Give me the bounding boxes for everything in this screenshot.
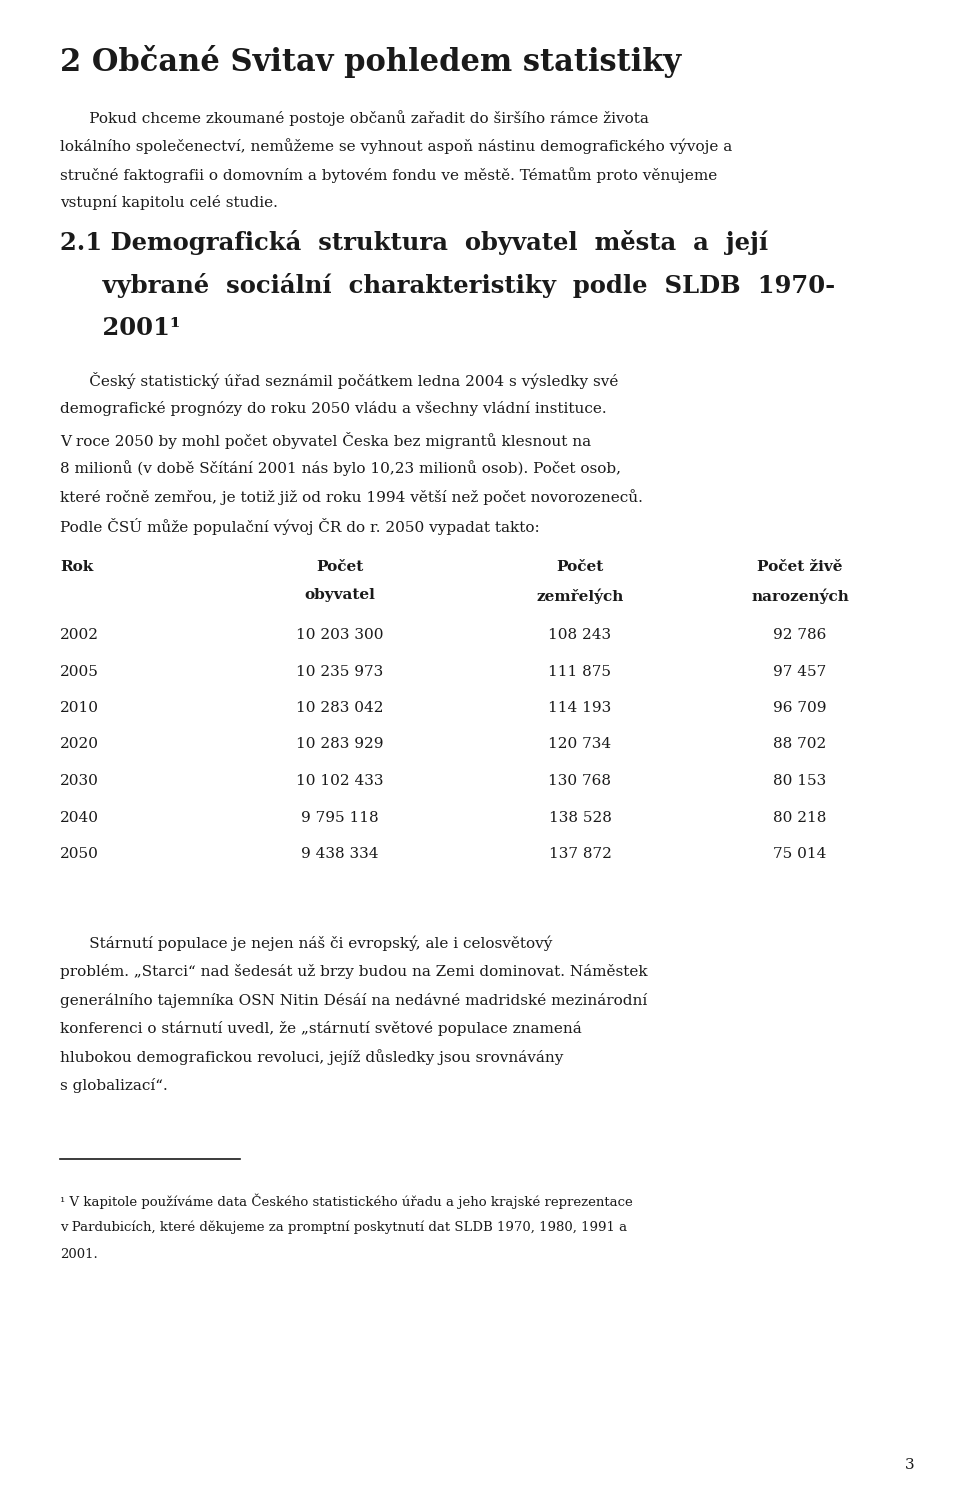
Text: které ročně zemřou, je totiž již od roku 1994 větší než počet novorozeneců.: které ročně zemřou, je totiž již od roku… — [60, 489, 643, 504]
Text: 130 768: 130 768 — [548, 773, 612, 788]
Text: Český statistický úřad seznámil počátkem ledna 2004 s výsledky své: Český statistický úřad seznámil počátkem… — [60, 373, 618, 389]
Text: 75 014: 75 014 — [774, 847, 827, 862]
Text: 2005: 2005 — [60, 664, 99, 679]
Text: ¹ V kapitole používáme data Českého statistického úřadu a jeho krajské reprezent: ¹ V kapitole používáme data Českého stat… — [60, 1194, 633, 1209]
Text: 2 Občané Svitav pohledem statistiky: 2 Občané Svitav pohledem statistiky — [60, 45, 682, 78]
Text: 10 283 042: 10 283 042 — [297, 702, 384, 715]
Text: hlubokou demografickou revoluci, jejíž důsledky jsou srovnávány: hlubokou demografickou revoluci, jejíž d… — [60, 1050, 564, 1065]
Text: 10 235 973: 10 235 973 — [297, 664, 384, 679]
Text: 2002: 2002 — [60, 628, 99, 642]
Text: 120 734: 120 734 — [548, 738, 612, 751]
Text: 9 795 118: 9 795 118 — [301, 811, 379, 824]
Text: Počet: Počet — [317, 560, 364, 574]
Text: 8 milionů (v době Sčítání 2001 nás bylo 10,23 milionů osob). Počet osob,: 8 milionů (v době Sčítání 2001 nás bylo … — [60, 461, 621, 476]
Text: 138 528: 138 528 — [548, 811, 612, 824]
Text: 10 102 433: 10 102 433 — [297, 773, 384, 788]
Text: V roce 2050 by mohl počet obyvatel Česka bez migrantů klesnout na: V roce 2050 by mohl počet obyvatel Česka… — [60, 432, 591, 449]
Text: zemřelých: zemřelých — [537, 588, 624, 604]
Text: 97 457: 97 457 — [774, 664, 827, 679]
Text: 80 218: 80 218 — [774, 811, 827, 824]
Text: v Pardubicích, které děkujeme za promptní poskytnutí dat SLDB 1970, 1980, 1991 a: v Pardubicích, které děkujeme za promptn… — [60, 1221, 627, 1234]
Text: 80 153: 80 153 — [774, 773, 827, 788]
Text: 137 872: 137 872 — [548, 847, 612, 862]
Text: 2050: 2050 — [60, 847, 99, 862]
Text: narozených: narozených — [751, 588, 849, 604]
Text: 111 875: 111 875 — [548, 664, 612, 679]
Text: Počet: Počet — [557, 560, 604, 574]
Text: Pokud chceme zkoumané postoje občanů zařadit do širšího rámce života: Pokud chceme zkoumané postoje občanů zař… — [60, 111, 649, 126]
Text: 2030: 2030 — [60, 773, 99, 788]
Text: 108 243: 108 243 — [548, 628, 612, 642]
Text: demografické prognózy do roku 2050 vládu a všechny vládní instituce.: demografické prognózy do roku 2050 vládu… — [60, 401, 607, 416]
Text: 2001.: 2001. — [60, 1248, 98, 1261]
Text: problém. „Starci“ nad šedesát už brzy budou na Zemi dominovat. Náměstek: problém. „Starci“ nad šedesát už brzy bu… — [60, 963, 648, 978]
Text: Podle ČSÚ může populační vývoj ČR do r. 2050 vypadat takto:: Podle ČSÚ může populační vývoj ČR do r. … — [60, 518, 540, 534]
Text: 9 438 334: 9 438 334 — [301, 847, 379, 862]
Text: 10 283 929: 10 283 929 — [297, 738, 384, 751]
Text: generálního tajemníka OSN Nitin Désáí na nedávné madridské mezinárodní: generálního tajemníka OSN Nitin Désáí na… — [60, 992, 647, 1007]
Text: 10 203 300: 10 203 300 — [297, 628, 384, 642]
Text: 96 709: 96 709 — [773, 702, 827, 715]
Text: 3: 3 — [905, 1459, 915, 1472]
Text: 2.1 Demografická  struktura  obyvatel  města  a  její: 2.1 Demografická struktura obyvatel měst… — [60, 230, 768, 254]
Text: vstupní kapitolu celé studie.: vstupní kapitolu celé studie. — [60, 196, 277, 211]
Text: 88 702: 88 702 — [774, 738, 827, 751]
Text: Rok: Rok — [60, 560, 93, 574]
Text: 2001¹: 2001¹ — [60, 316, 180, 340]
Text: obyvatel: obyvatel — [304, 588, 375, 603]
Text: s globalizací“.: s globalizací“. — [60, 1079, 168, 1094]
Text: stručné faktografii o domovním a bytovém fondu ve městě. Tématům proto věnujeme: stručné faktografii o domovním a bytovém… — [60, 168, 717, 183]
Text: Počet živě: Počet živě — [757, 560, 843, 574]
Text: konferenci o stárnutí uvedl, že „stárnutí světové populace znamená: konferenci o stárnutí uvedl, že „stárnut… — [60, 1020, 582, 1037]
Text: 92 786: 92 786 — [774, 628, 827, 642]
Text: 2040: 2040 — [60, 811, 99, 824]
Text: vybrané  sociální  charakteristiky  podle  SLDB  1970-: vybrané sociální charakteristiky podle S… — [60, 272, 835, 298]
Text: 114 193: 114 193 — [548, 702, 612, 715]
Text: Stárnutí populace je nejen náš či evropský, ale i celosvětový: Stárnutí populace je nejen náš či evrops… — [60, 935, 552, 951]
Text: 2020: 2020 — [60, 738, 99, 751]
Text: lokálního společenectví, nemůžeme se vyhnout aspoň nástinu demografického vývoje: lokálního společenectví, nemůžeme se vyh… — [60, 139, 732, 154]
Text: 2010: 2010 — [60, 702, 99, 715]
